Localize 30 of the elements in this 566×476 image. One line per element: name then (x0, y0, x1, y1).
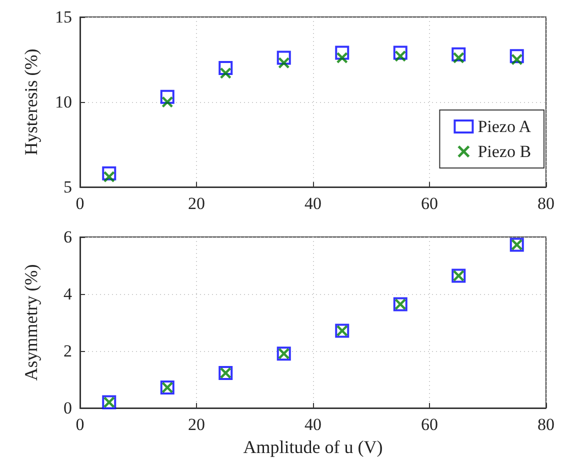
x-tick-label: 0 (76, 194, 84, 213)
x-tick-label: 80 (538, 194, 554, 213)
y-tick-label: 6 (64, 228, 72, 246)
x-tick-label: 60 (421, 194, 438, 213)
x-tick-label: 80 (538, 415, 554, 434)
point (162, 96, 173, 108)
y-tick-label: 5 (64, 178, 72, 196)
y-tick-label: 10 (55, 92, 72, 112)
x-tick-label: 40 (304, 415, 322, 434)
x-tick-label: 0 (76, 415, 84, 434)
point (336, 52, 348, 64)
point (453, 52, 464, 64)
y-tick-label: 0 (64, 398, 72, 418)
y-tick-label: 4 (64, 284, 72, 304)
x-tick-label: 60 (421, 415, 438, 434)
point (511, 54, 522, 65)
point (220, 68, 232, 79)
x-tick-label: 20 (188, 415, 205, 434)
y-tick-label: 2 (64, 342, 72, 360)
point (278, 57, 290, 68)
point (104, 171, 115, 182)
y-tick-label: 15 (55, 8, 72, 26)
point (394, 50, 406, 62)
y-axis-title: Asymmetry (%) (21, 264, 41, 381)
x-axis-title: Amplitude of u (V) (243, 437, 383, 457)
x-tick-label: 40 (304, 194, 322, 213)
y-axis-title: Hysteresis (%) (21, 48, 41, 156)
x-tick-label: 20 (188, 194, 205, 213)
legend-label: Piezo A (478, 117, 532, 136)
legend-label: Piezo B (478, 142, 532, 161)
